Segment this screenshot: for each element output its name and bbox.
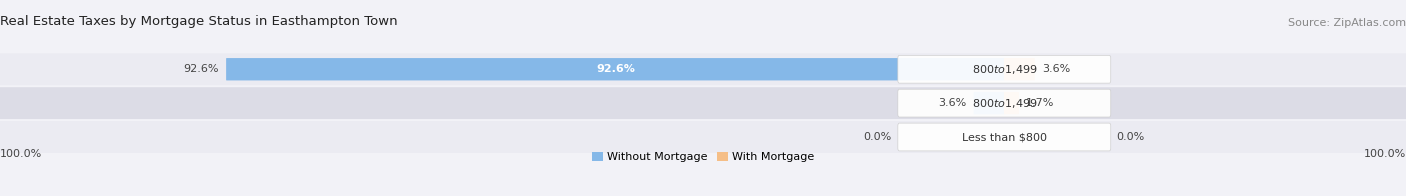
FancyBboxPatch shape xyxy=(974,92,1005,114)
Text: Less than $800: Less than $800 xyxy=(962,132,1047,142)
Text: 1.7%: 1.7% xyxy=(1026,98,1054,108)
Legend: Without Mortgage, With Mortgage: Without Mortgage, With Mortgage xyxy=(592,152,814,162)
FancyBboxPatch shape xyxy=(0,121,1406,153)
Text: Real Estate Taxes by Mortgage Status in Easthampton Town: Real Estate Taxes by Mortgage Status in … xyxy=(0,15,398,28)
Text: 3.6%: 3.6% xyxy=(1042,64,1070,74)
Text: Source: ZipAtlas.com: Source: ZipAtlas.com xyxy=(1288,18,1406,28)
FancyBboxPatch shape xyxy=(898,55,1111,83)
FancyBboxPatch shape xyxy=(226,58,1005,80)
Text: $800 to $1,499: $800 to $1,499 xyxy=(972,97,1038,110)
Text: 92.6%: 92.6% xyxy=(596,64,636,74)
FancyBboxPatch shape xyxy=(0,87,1406,119)
Text: 0.0%: 0.0% xyxy=(1116,132,1144,142)
Text: 0.0%: 0.0% xyxy=(863,132,891,142)
FancyBboxPatch shape xyxy=(898,89,1111,117)
Text: 3.6%: 3.6% xyxy=(938,98,967,108)
FancyBboxPatch shape xyxy=(1004,92,1019,114)
Text: 92.6%: 92.6% xyxy=(184,64,219,74)
Text: 100.0%: 100.0% xyxy=(1364,149,1406,159)
Text: 100.0%: 100.0% xyxy=(0,149,42,159)
FancyBboxPatch shape xyxy=(0,53,1406,85)
FancyBboxPatch shape xyxy=(1004,58,1035,80)
FancyBboxPatch shape xyxy=(898,123,1111,151)
Text: $800 to $1,499: $800 to $1,499 xyxy=(972,63,1038,76)
